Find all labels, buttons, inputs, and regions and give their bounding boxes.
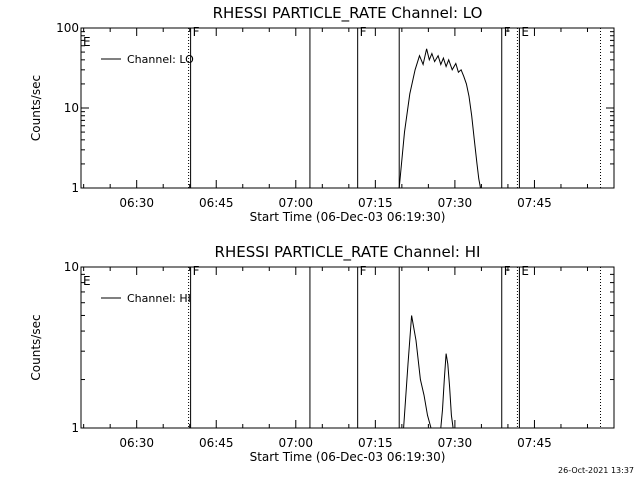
panel-1-annotation-label: E [521,25,529,39]
panel-2-annotation-label: E [521,264,529,278]
panel-2-series-line [403,315,455,429]
panel-2-title: RHESSI PARTICLE_RATE Channel: HI [215,243,481,262]
panel-1-x-tick-label: 06:45 [199,196,234,210]
panel-1-y-tick-label: 10 [64,101,79,115]
panel-1-y-tick-label: 1 [71,181,79,195]
panel-1-x-tick-label: 07:00 [278,196,313,210]
panel-1-annotation-label: E [83,35,91,49]
panel-2-y-tick-label: 10 [64,260,79,274]
panel-1-x-axis-label: Start Time (06-Dec-03 06:19:30) [250,210,446,224]
panel-2-y-tick-label: 1 [71,421,79,435]
panel-1-x-tick-label: 07:45 [517,196,552,210]
panel-2-x-tick-label: 07:45 [517,436,552,450]
panel-2-y-axis-label: Counts/sec [29,314,43,380]
panel-2-annotation-label: F [360,264,367,278]
panel-2-x-axis-label: Start Time (06-Dec-03 06:19:30) [250,450,446,464]
panel-2-plot-frame [80,266,615,429]
panel-1-annotation-label: F [360,25,367,39]
panel-1-x-tick-label: 07:15 [358,196,393,210]
panel-1-annotation-label: F [193,25,200,39]
panel-1-y-tick-label: 100 [56,21,79,35]
panel-1-title: RHESSI PARTICLE_RATE Channel: LO [213,4,483,23]
panel-1-annotation-label: F [504,25,511,39]
panel-1-legend-label: Channel: LO [127,53,194,66]
panel-2-x-tick-label: 07:15 [358,436,393,450]
panel-2-x-tick-label: 07:00 [278,436,313,450]
panel-1-x-tick-label: 06:30 [119,196,154,210]
panel-2-annotation-label: F [193,264,200,278]
panel-1-y-axis-label: Counts/sec [29,75,43,141]
panel-2-x-tick-label: 07:30 [438,436,473,450]
panel-2-x-tick-label: 06:30 [119,436,154,450]
panel-2-legend-label: Channel: HI [127,292,191,305]
panel-1-plot-frame [80,27,615,189]
panel-1-series-line [398,48,481,189]
panel-2-annotation-label: F [504,264,511,278]
panel-2-annotation-label: E [83,274,91,288]
panel-2-x-tick-label: 06:45 [199,436,234,450]
footer-timestamp: 26-Oct-2021 13:37 [558,466,634,475]
panel-1-x-tick-label: 07:30 [438,196,473,210]
